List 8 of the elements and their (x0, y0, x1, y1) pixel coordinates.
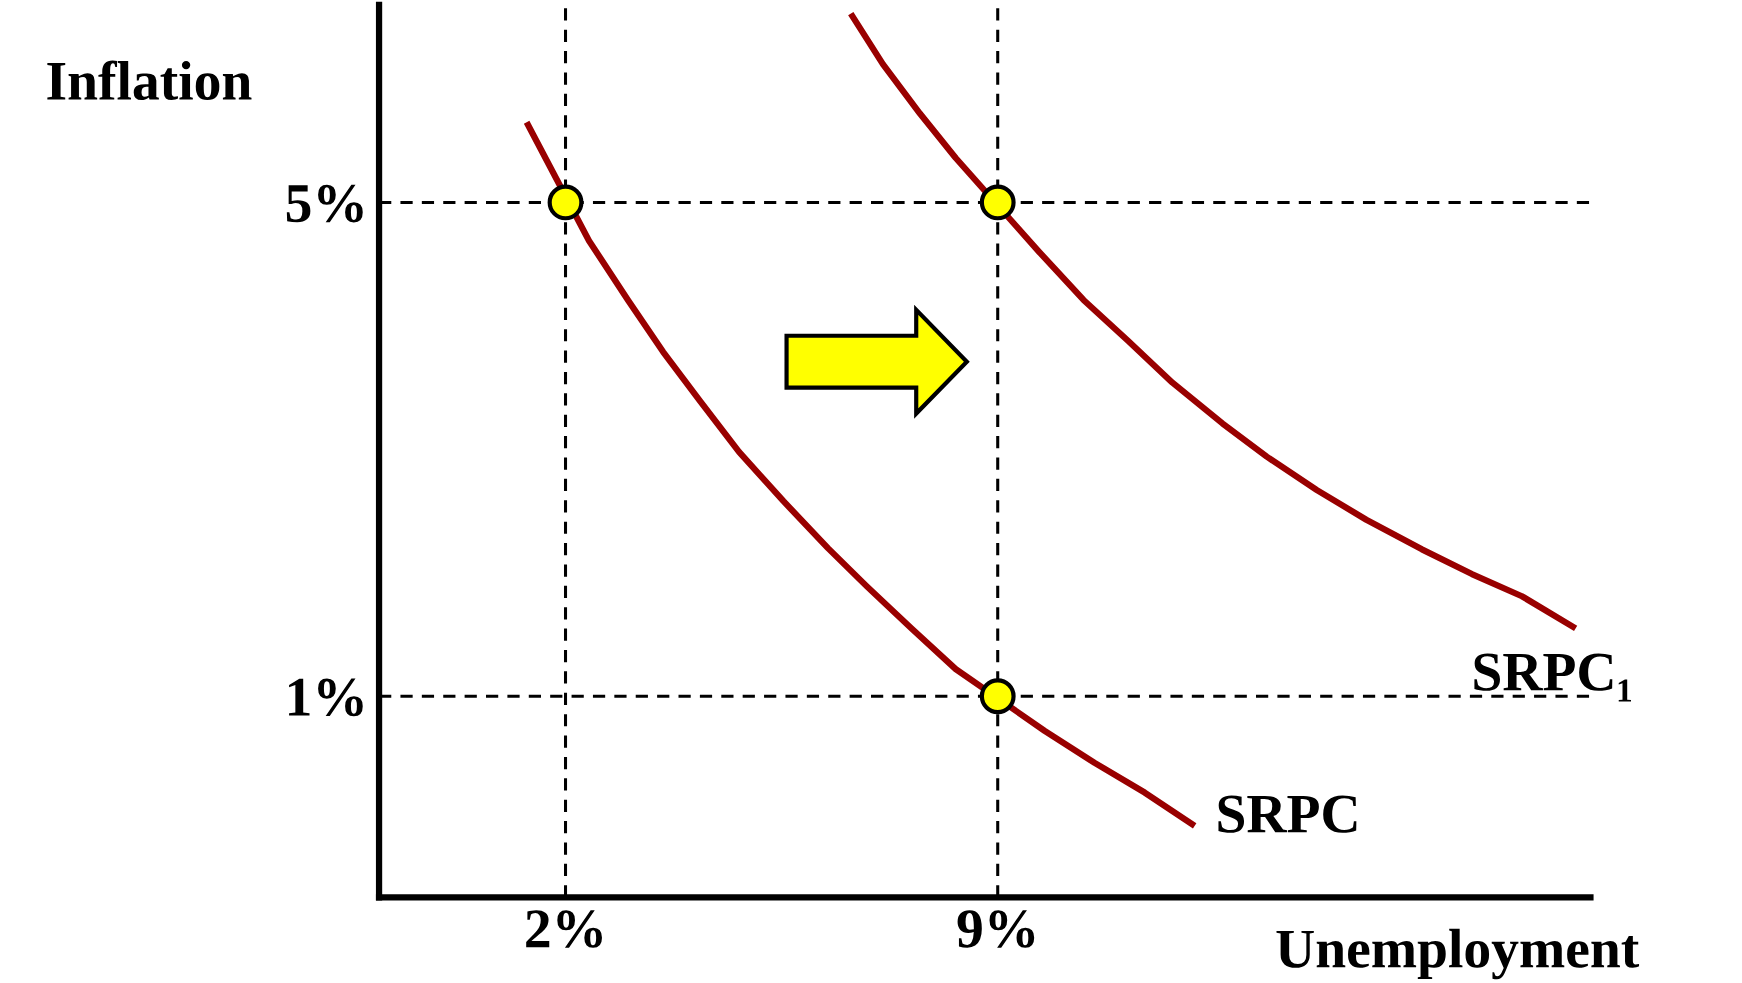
y-axis-title: Inflation (47, 60, 252, 101)
series-label: SRPC₁ (1474, 653, 1631, 702)
y-tick-label: 5% (286, 184, 363, 223)
y-tick-label: 1% (289, 678, 363, 717)
series-label: SRPC (1218, 795, 1357, 833)
x-tick-label: 2% (526, 910, 602, 948)
x-axis-title: Unemployment (1276, 928, 1640, 980)
x-tick-label: 9% (957, 910, 1035, 948)
